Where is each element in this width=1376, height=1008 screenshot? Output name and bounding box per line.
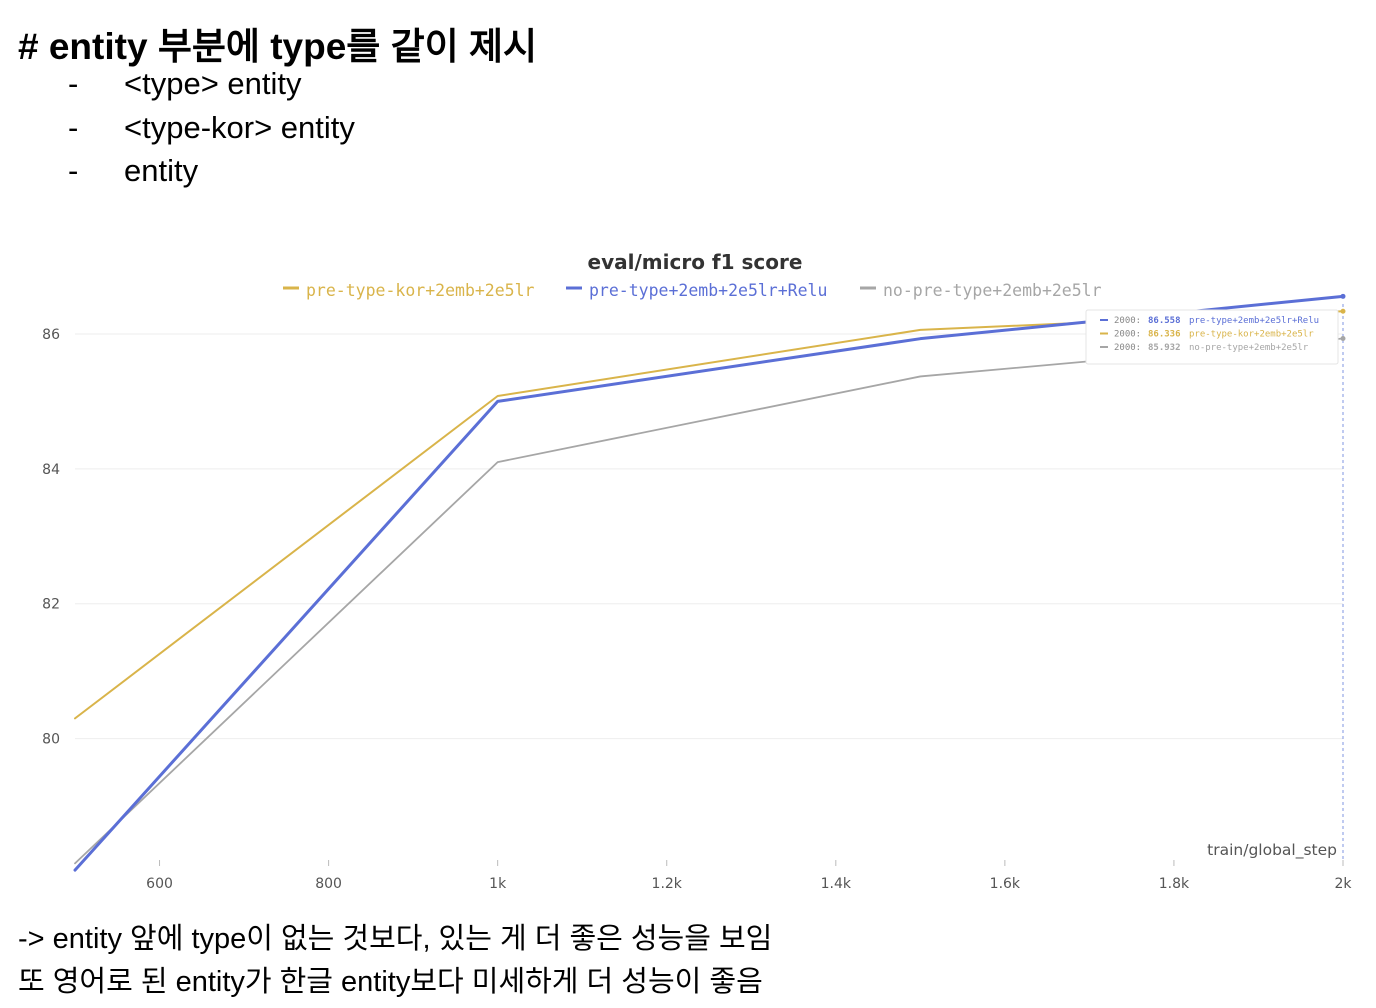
- y-tick-label: 86: [42, 327, 60, 343]
- bullet-dash: -: [68, 153, 79, 188]
- hover-point: [1340, 308, 1346, 314]
- hover-point: [1340, 293, 1346, 299]
- tooltip-box: [1085, 309, 1339, 365]
- bullet-dash: -: [68, 109, 79, 145]
- series-line: [73, 294, 1345, 872]
- bullet-list: - <type> entity - <type-kor> entity - entit…: [68, 64, 355, 195]
- bullet-item: - <type> entity: [68, 64, 355, 108]
- y-tick-label: 82: [42, 597, 60, 613]
- legend-label: pre-type+2emb+2e5lr+Relu: [589, 281, 827, 300]
- bullet-text: entity: [124, 153, 199, 188]
- bullet-dash: -: [68, 66, 79, 101]
- x-tick-label: 1.8k: [1159, 876, 1190, 892]
- tooltip-step: 2000:: [1114, 343, 1141, 353]
- tooltip-value: 85.932: [1148, 343, 1181, 353]
- x-tick-label: 600: [146, 876, 173, 892]
- series-line: [74, 337, 1344, 865]
- hover-point: [1340, 336, 1346, 342]
- bullet-item: - entity: [68, 151, 355, 195]
- tooltip-series-name: pre-type-kor+2emb+2e5lr: [1189, 330, 1314, 340]
- conclusion-note-2: 또 영어로 된 entity가 한글 entity보다 미세하게 더 성능이 좋…: [18, 966, 763, 998]
- tooltip-series-name: pre-type+2emb+2e5lr+Relu: [1189, 316, 1319, 326]
- chart-title: eval/micro f1 score: [588, 250, 803, 274]
- x-axis-label: train/global_step: [1207, 841, 1337, 860]
- tooltip-step: 2000:: [1114, 330, 1141, 340]
- bullet-item: - <type-kor> entity: [68, 108, 355, 152]
- tooltip-value: 86.558: [1148, 316, 1181, 326]
- x-tick-label: 1.4k: [821, 876, 852, 892]
- page-heading: # entity 부분에 type를 같이 제시: [18, 26, 538, 67]
- line-chart[interactable]: eval/micro f1 score pre-type-kor+2emb+2e5…: [0, 240, 1376, 900]
- x-tick-label: 800: [315, 876, 342, 892]
- tooltip-series-name: no-pre-type+2emb+2e5lr: [1189, 343, 1309, 353]
- y-tick-label: 84: [42, 462, 60, 478]
- conclusion-note-1: -> entity 앞에 type이 없는 것보다, 있는 게 더 좋은 성능을…: [18, 923, 773, 955]
- x-tick-label: 1.6k: [990, 876, 1021, 892]
- x-tick-label: 1k: [489, 876, 507, 892]
- x-tick-label: 1.2k: [652, 876, 683, 892]
- bullet-text: <type> entity: [124, 66, 302, 101]
- legend-label: no-pre-type+2emb+2e5lr: [883, 281, 1102, 300]
- x-tick-label: 2k: [1334, 876, 1352, 892]
- tooltip-step: 2000:: [1114, 316, 1141, 326]
- legend-label: pre-type-kor+2emb+2e5lr: [306, 281, 535, 300]
- y-tick-label: 80: [42, 732, 60, 748]
- tooltip-value: 86.336: [1148, 330, 1181, 340]
- bullet-text: <type-kor> entity: [124, 109, 355, 145]
